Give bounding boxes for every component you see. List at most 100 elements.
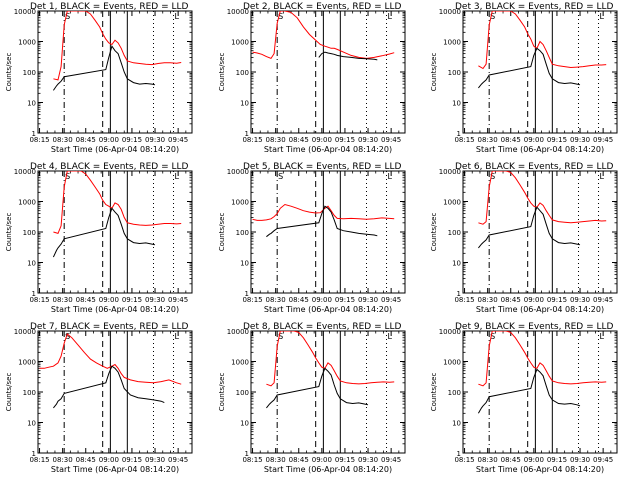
detector-panel-9: Det 9, BLACK = Events, RED = LLD Counts/s… — [430, 322, 618, 474]
x-tick-label: 09:00 — [524, 296, 544, 304]
event-marker-label: S — [490, 172, 495, 181]
x-tick-label: 08:45 — [501, 456, 521, 464]
y-tick-label: 10 — [27, 260, 36, 268]
x-tick-label: 08:30 — [266, 136, 286, 144]
x-axis-label: Start Time (06-Apr-04 08:14:20) — [51, 305, 179, 314]
y-tick-label: 10 — [240, 420, 249, 428]
x-tick-label: 08:45 — [76, 456, 96, 464]
x-tick-label: 09:15 — [547, 456, 567, 464]
plot-frame — [250, 330, 406, 454]
x-tick-label: 08:15 — [242, 296, 262, 304]
y-tick-label: 10000 — [439, 168, 461, 176]
series-line-red — [252, 11, 395, 60]
x-axis-label: Start Time (06-Apr-04 08:14:20) — [264, 465, 392, 474]
x-tick-label: 09:00 — [99, 136, 119, 144]
y-tick-label: 100 — [23, 69, 36, 77]
series-line-black — [52, 45, 156, 91]
y-tick-label: 10 — [27, 100, 36, 108]
plot-frame — [37, 10, 193, 134]
x-tick-label: 09:45 — [593, 136, 613, 144]
y-tick-label: 10 — [452, 420, 461, 428]
x-tick-label: 09:45 — [381, 456, 401, 464]
x-tick-label: 09:45 — [168, 296, 188, 304]
detector-panel-8: Det 8, BLACK = Events, RED = LLD Counts/s… — [218, 322, 406, 474]
y-tick-label: 10 — [452, 100, 461, 108]
event-marker-label: S — [278, 12, 283, 21]
x-tick-label: 08:45 — [501, 296, 521, 304]
x-tick-label: 09:30 — [145, 456, 165, 464]
x-tick-label: 08:30 — [478, 456, 498, 464]
y-axis-label: Counts/sec — [430, 213, 438, 252]
x-tick-label: 09:15 — [122, 296, 142, 304]
y-axis-label: Counts/sec — [218, 53, 226, 92]
y-tick-label: 100 — [448, 229, 461, 237]
x-tick-label: 08:45 — [289, 456, 309, 464]
x-tick-label: 09:15 — [122, 456, 142, 464]
detector-panel-5: Det 5, BLACK = Events, RED = LLD Counts/s… — [218, 162, 406, 314]
y-tick-label: 10000 — [439, 328, 461, 336]
x-tick-label: 09:00 — [312, 296, 332, 304]
event-marker-label: L — [388, 172, 393, 181]
y-tick-label: 10 — [27, 420, 36, 428]
y-tick-label: 1 — [32, 450, 36, 458]
x-tick-label: 09:45 — [168, 456, 188, 464]
chart-title: Det 6, BLACK = Events, RED = LLD — [455, 162, 614, 172]
chart-title: Det 9, BLACK = Events, RED = LLD — [455, 322, 614, 332]
event-marker-label: S — [278, 332, 283, 341]
y-tick-label: 10000 — [14, 168, 36, 176]
series-line-red — [252, 203, 395, 221]
series-line-red — [266, 331, 395, 387]
x-tick-label: 08:45 — [76, 136, 96, 144]
y-tick-label: 1 — [32, 130, 36, 138]
x-axis-label: Start Time (06-Apr-04 08:14:20) — [51, 465, 179, 474]
y-tick-label: 100 — [448, 69, 461, 77]
x-tick-label: 09:45 — [168, 136, 188, 144]
x-tick-label: 09:15 — [122, 136, 142, 144]
y-tick-label: 10000 — [14, 328, 36, 336]
y-tick-label: 10 — [452, 260, 461, 268]
series-line-red — [53, 171, 182, 235]
series-line-black — [478, 206, 581, 249]
y-tick-label: 100 — [236, 229, 249, 237]
event-marker-label: L — [600, 332, 605, 341]
x-axis-label: Start Time (06-Apr-04 08:14:20) — [476, 305, 604, 314]
x-tick-label: 08:15 — [29, 456, 49, 464]
detector-panel-3: Det 3, BLACK = Events, RED = LLD Counts/s… — [430, 2, 618, 154]
x-tick-label: 08:15 — [454, 456, 474, 464]
series-line-black — [318, 51, 378, 61]
x-tick-label: 08:30 — [266, 296, 286, 304]
x-tick-label: 09:30 — [358, 456, 378, 464]
chart-title: Det 3, BLACK = Events, RED = LLD — [455, 2, 614, 12]
y-tick-label: 1000 — [18, 199, 36, 207]
y-tick-label: 1000 — [18, 359, 36, 367]
event-marker-label: S — [278, 172, 283, 181]
detector-panel-7: Det 7, BLACK = Events, RED = LLD Counts/s… — [5, 322, 193, 474]
x-tick-label: 09:30 — [358, 296, 378, 304]
x-tick-label: 09:15 — [335, 136, 355, 144]
event-marker-label: L — [388, 332, 393, 341]
series-line-red — [39, 333, 182, 385]
event-marker-label: S — [65, 172, 70, 181]
y-axis-label: Counts/sec — [5, 53, 13, 92]
y-axis-label: Counts/sec — [430, 53, 438, 92]
x-tick-label: 08:30 — [53, 136, 73, 144]
y-tick-label: 1 — [245, 130, 249, 138]
x-tick-label: 09:00 — [99, 296, 119, 304]
event-marker-label: L — [175, 172, 180, 181]
y-tick-label: 100 — [23, 229, 36, 237]
chart-title: Det 7, BLACK = Events, RED = LLD — [30, 322, 189, 332]
y-axis-label: Counts/sec — [5, 373, 13, 412]
x-tick-label: 08:30 — [478, 296, 498, 304]
x-tick-label: 08:15 — [454, 296, 474, 304]
y-tick-label: 1 — [457, 130, 461, 138]
event-marker-label: L — [388, 12, 393, 21]
plot-frame — [462, 170, 618, 294]
chart-title: Det 2, BLACK = Events, RED = LLD — [243, 2, 402, 12]
x-tick-label: 09:15 — [547, 296, 567, 304]
x-tick-label: 08:15 — [242, 136, 262, 144]
plot-frame — [462, 330, 618, 454]
series-line-red — [478, 331, 607, 387]
y-tick-label: 1000 — [18, 39, 36, 47]
y-tick-label: 100 — [23, 389, 36, 397]
y-tick-label: 1 — [457, 450, 461, 458]
